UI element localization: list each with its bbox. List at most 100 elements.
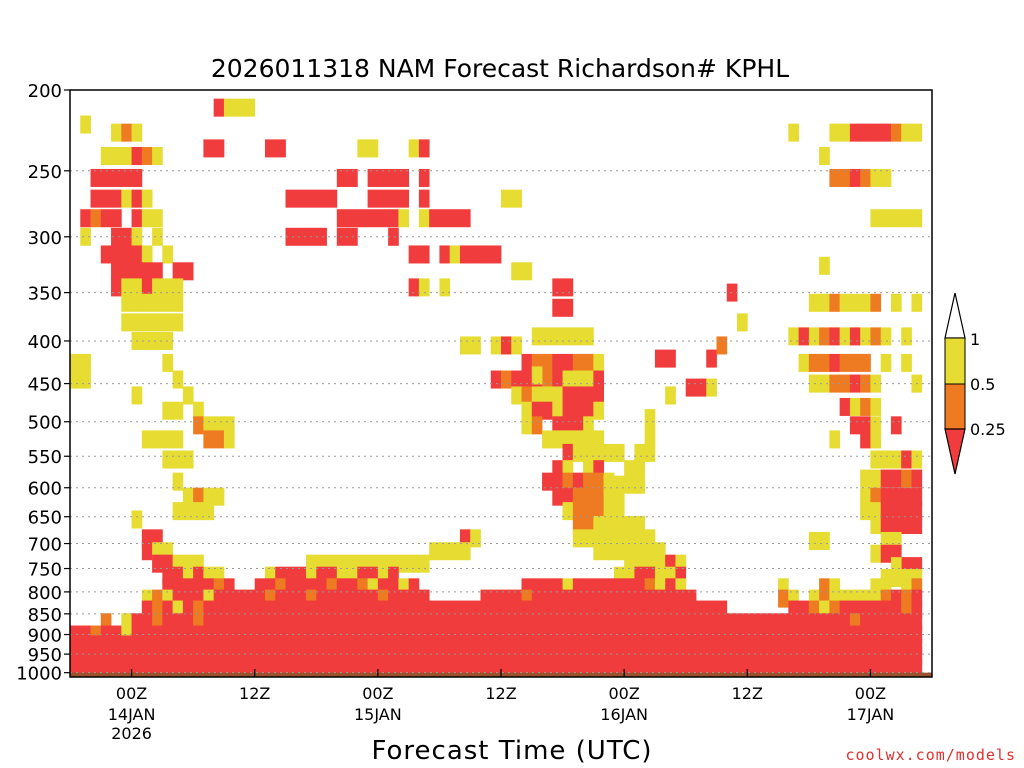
heatmap-cell	[285, 578, 297, 597]
heatmap-cell	[90, 647, 102, 666]
y-tick-label: 600	[28, 479, 62, 500]
heatmap-cell	[470, 600, 481, 619]
heatmap-cell	[398, 554, 410, 573]
heatmap-cell	[634, 542, 646, 561]
heatmap-cell	[829, 123, 841, 142]
heatmap-cell	[480, 635, 492, 654]
heatmap-cell	[501, 635, 512, 654]
heatmap-cell	[244, 600, 256, 619]
heatmap-cell	[80, 635, 91, 654]
heatmap-cell	[152, 600, 163, 619]
heatmap-cell	[819, 658, 830, 677]
heatmap-cell	[131, 278, 143, 297]
heatmap-cell	[193, 600, 204, 619]
heatmap-cell	[223, 647, 235, 666]
heatmap-cell	[788, 589, 799, 608]
heatmap-cell	[849, 613, 861, 632]
heatmap-cell	[418, 658, 430, 677]
heatmap-cell	[449, 635, 461, 654]
heatmap-cell	[716, 336, 728, 355]
heatmap-cell	[737, 613, 748, 632]
heatmap-cell	[111, 245, 122, 264]
heatmap-cell	[665, 635, 676, 654]
heatmap-cell	[552, 589, 563, 608]
heatmap-cell	[706, 625, 717, 644]
heatmap-cell	[234, 98, 245, 117]
heatmap-cell	[80, 353, 91, 372]
heatmap-cell	[172, 566, 184, 585]
heatmap-cell	[347, 209, 358, 228]
heatmap-cell	[449, 209, 461, 228]
heatmap-cell	[860, 123, 871, 142]
heatmap-cell	[367, 658, 379, 677]
heatmap-cell	[665, 600, 676, 619]
heatmap-cell	[583, 658, 594, 677]
heatmap-cell	[367, 625, 379, 644]
heatmap-cell	[829, 374, 841, 393]
y-tick-label: 250	[28, 162, 62, 183]
heatmap-cell	[583, 353, 594, 372]
heatmap-cell	[665, 566, 676, 585]
heatmap-cell	[613, 515, 625, 534]
heatmap-cell	[172, 625, 184, 644]
heatmap-cell	[141, 635, 153, 654]
heatmap-cell	[675, 554, 687, 573]
heatmap-cell	[193, 625, 204, 644]
heatmap-cell	[111, 209, 122, 228]
heatmap-cell	[860, 589, 871, 608]
heatmap-cell	[367, 647, 379, 666]
heatmap-cell	[429, 635, 440, 654]
heatmap-cell	[193, 613, 204, 632]
heatmap-cell	[182, 613, 194, 632]
heatmap-cell	[449, 245, 461, 264]
heatmap-cell	[603, 502, 615, 521]
heatmap-cell	[583, 416, 594, 435]
heatmap-cell	[839, 353, 851, 372]
heatmap-cell	[583, 502, 594, 521]
heatmap-cell	[860, 168, 871, 187]
heatmap-cell	[778, 589, 789, 608]
heatmap-cell	[757, 625, 769, 644]
heatmap-cell	[593, 386, 605, 405]
heatmap-cell	[890, 416, 902, 435]
heatmap-cell	[429, 647, 440, 666]
heatmap-cell	[193, 554, 204, 573]
heatmap-cell	[767, 647, 779, 666]
heatmap-cell	[162, 278, 174, 297]
heatmap-cell	[285, 600, 297, 619]
heatmap-cell	[213, 98, 225, 117]
heatmap-cell	[572, 353, 584, 372]
heatmap-cell	[593, 589, 605, 608]
heatmap-cell	[111, 658, 122, 677]
heatmap-cell	[911, 635, 923, 654]
heatmap-cell	[172, 313, 184, 332]
heatmap-cell	[121, 278, 132, 297]
heatmap-cell	[398, 625, 410, 644]
heatmap-cell	[152, 331, 163, 350]
heatmap-cell	[583, 386, 594, 405]
heatmap-cell	[213, 578, 225, 597]
heatmap-cell	[798, 635, 810, 654]
heatmap-cell	[849, 416, 861, 435]
heatmap-cell	[870, 209, 882, 228]
heatmap-cell	[839, 293, 851, 312]
heatmap-cell	[511, 600, 522, 619]
heatmap-cell	[860, 293, 871, 312]
heatmap-cell	[654, 635, 666, 654]
heatmap-cell	[552, 430, 563, 449]
heatmap-cell	[111, 625, 122, 644]
legend-swatch-orange	[944, 383, 966, 430]
heatmap-cell	[613, 475, 625, 494]
heatmap-cell	[275, 139, 286, 158]
heatmap-cell	[152, 542, 163, 561]
heatmap-cell	[583, 460, 594, 479]
heatmap-cell	[634, 475, 646, 494]
legend-swatch-yellow	[944, 337, 966, 385]
heatmap-cell	[285, 613, 297, 632]
heatmap-cell	[418, 554, 430, 573]
heatmap-cell	[100, 189, 112, 208]
heatmap-cell	[398, 613, 410, 632]
heatmap-cell	[808, 327, 820, 346]
heatmap-cell	[459, 647, 471, 666]
heatmap-cell	[531, 613, 543, 632]
